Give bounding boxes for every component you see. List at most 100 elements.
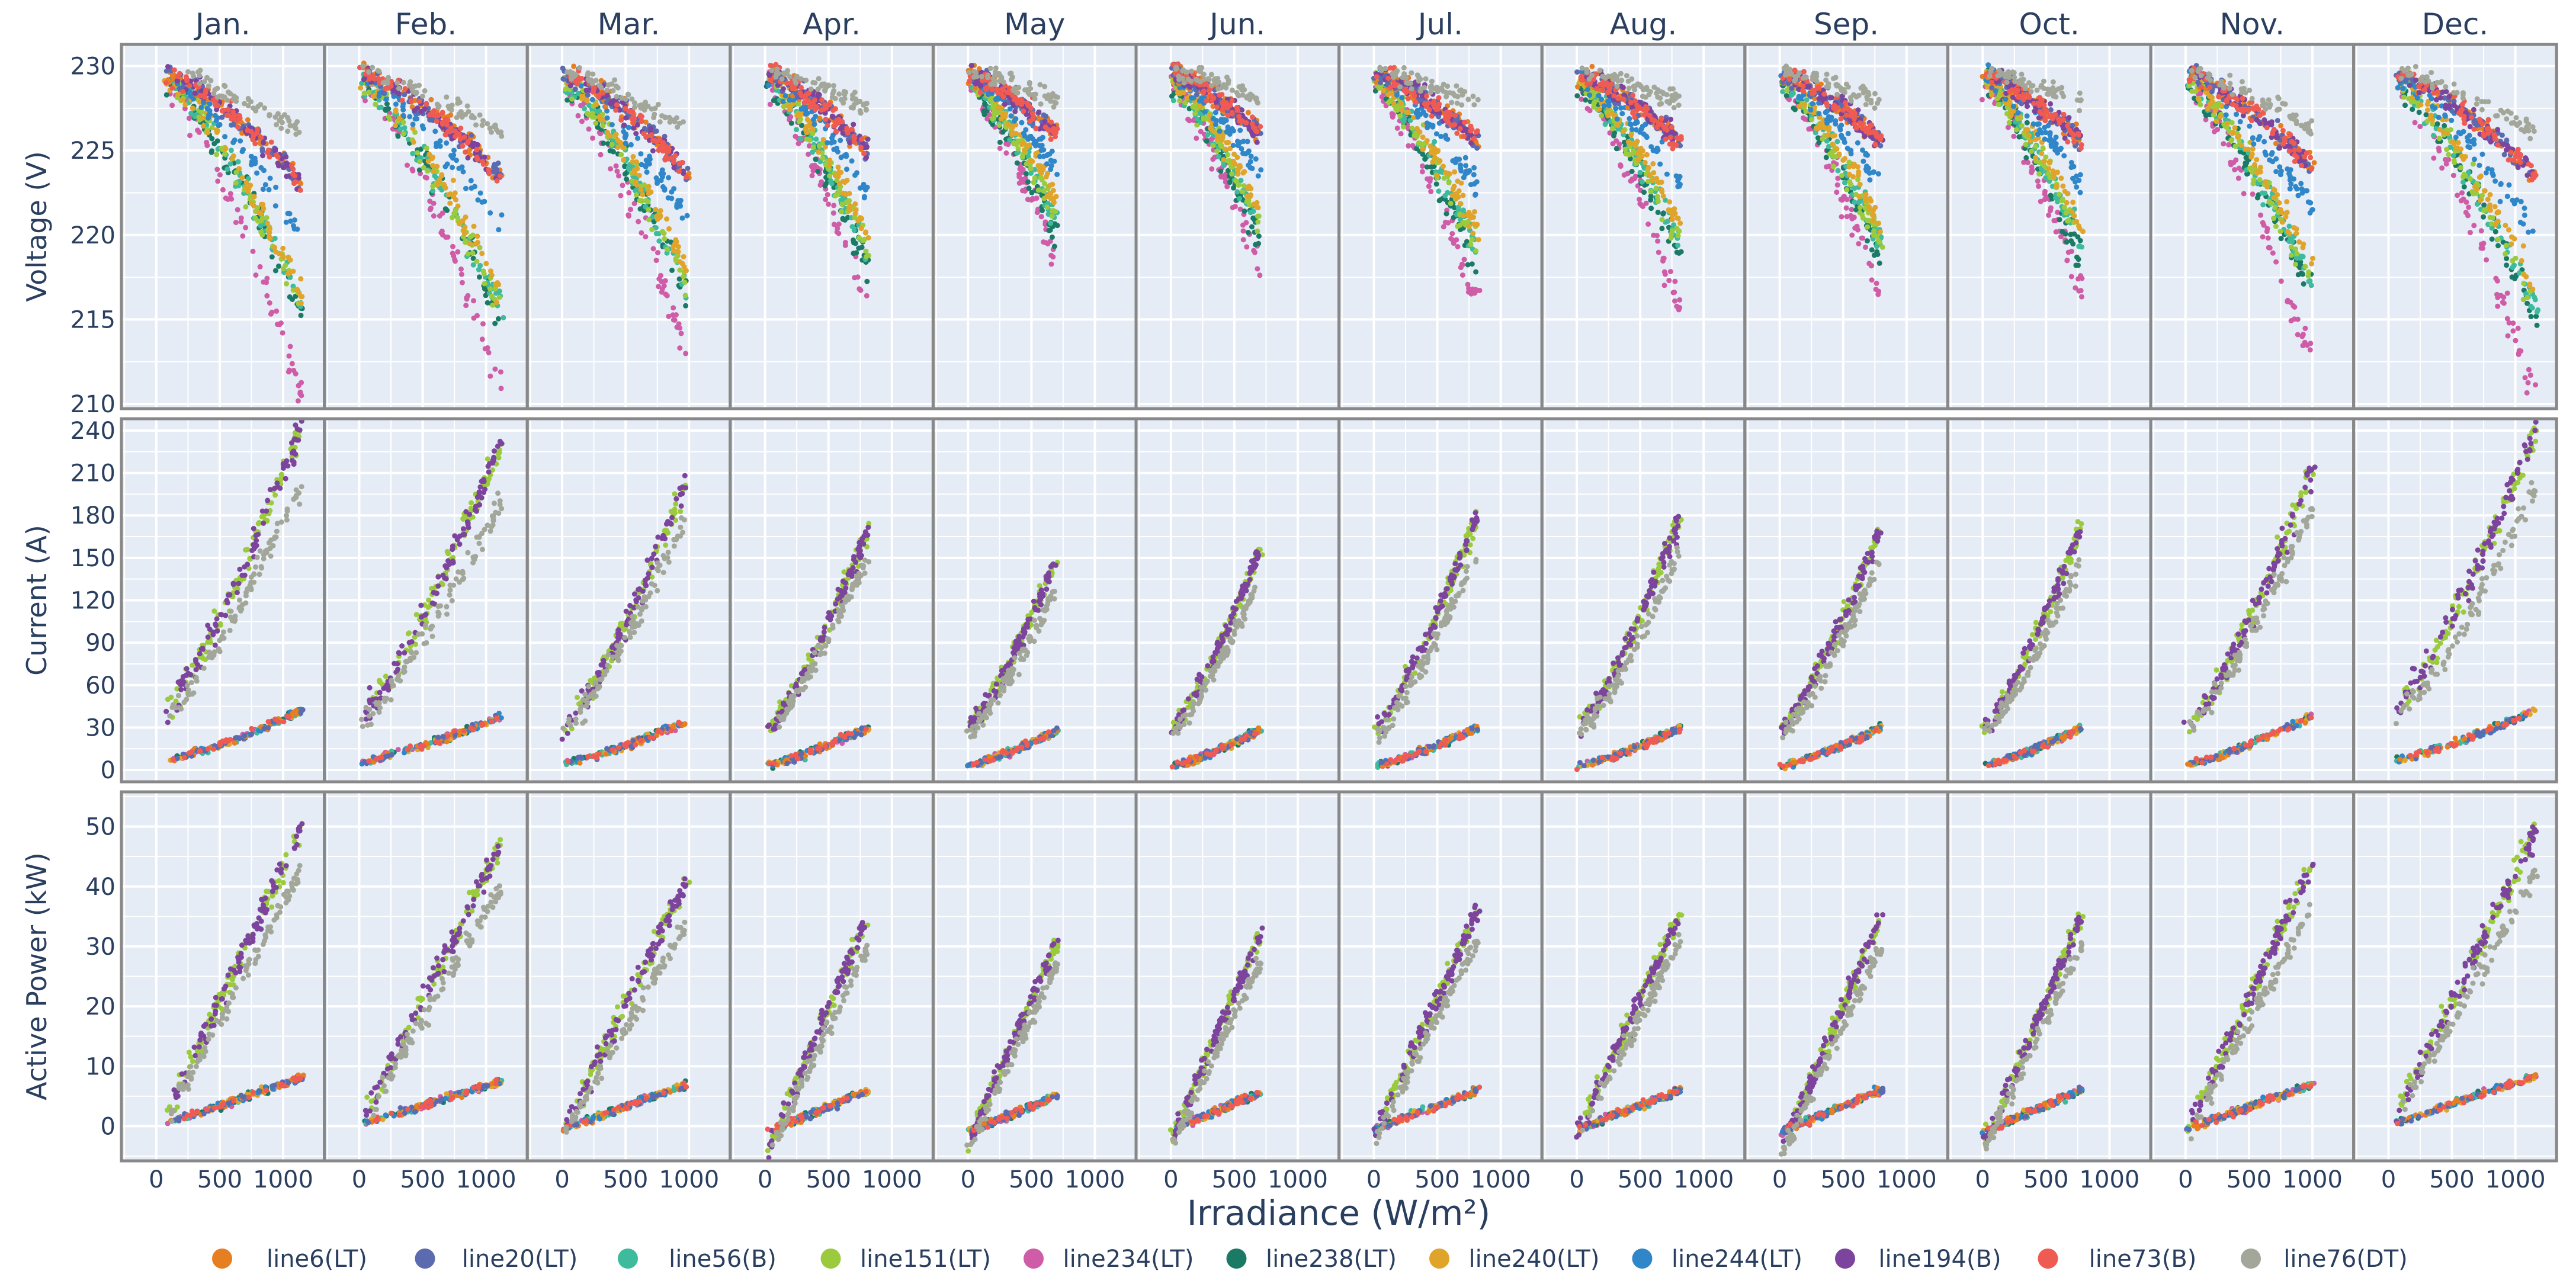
scatter-point [650, 148, 656, 153]
scatter-point [445, 162, 450, 167]
scatter-point [663, 155, 669, 160]
scatter-point [673, 501, 678, 506]
scatter-point [638, 151, 643, 156]
scatter-point [405, 1106, 410, 1112]
scatter-point [499, 386, 504, 391]
scatter-point [428, 627, 434, 632]
scatter-point [473, 508, 478, 513]
scatter-point [377, 710, 382, 715]
scatter-point [401, 113, 406, 118]
scatter-point [621, 123, 627, 128]
scatter-point [238, 951, 243, 956]
scatter-point [230, 110, 236, 115]
scatter-point [273, 249, 278, 255]
scatter-point [684, 174, 689, 179]
scatter-point [630, 116, 635, 121]
scatter-point [367, 713, 372, 718]
scatter-point [269, 140, 274, 145]
scatter-point [483, 261, 489, 267]
scatter-point [188, 1064, 194, 1069]
scatter-point [208, 1023, 214, 1029]
scatter-point [643, 100, 648, 105]
scatter-point [490, 458, 496, 463]
scatter-point [227, 592, 233, 598]
scatter-point [431, 169, 436, 174]
scatter-point [459, 1095, 464, 1100]
scatter-point [180, 97, 185, 102]
scatter-point [455, 204, 461, 209]
scatter-point [219, 115, 224, 120]
scatter-point [239, 219, 244, 224]
scatter-point [437, 213, 442, 219]
scatter-point [582, 692, 588, 697]
scatter-point [450, 956, 455, 961]
scatter-point [252, 961, 258, 966]
scatter-point [194, 667, 199, 672]
scatter-point [578, 755, 583, 760]
scatter-point [462, 532, 467, 537]
scatter-point [395, 1037, 400, 1042]
scatter-point [632, 169, 637, 175]
scatter-point [604, 108, 609, 114]
scatter-point [383, 685, 388, 690]
scatter-point [224, 598, 229, 603]
scatter-point [480, 547, 485, 552]
scatter-point [367, 1108, 373, 1113]
scatter-point [482, 271, 487, 277]
scatter-point [376, 69, 381, 74]
scatter-point [261, 903, 266, 908]
scatter-point [435, 113, 441, 118]
scatter-point [237, 567, 242, 572]
scatter-point [235, 124, 240, 130]
scatter-point [422, 107, 428, 112]
scatter-point [458, 126, 463, 131]
scatter-point [299, 301, 304, 306]
scatter-point [604, 88, 609, 93]
scatter-point [173, 1092, 178, 1097]
scatter-point [255, 127, 260, 133]
scatter-point [249, 726, 254, 731]
scatter-point [485, 1083, 490, 1089]
scatter-point [289, 881, 294, 886]
scatter-point [219, 612, 224, 618]
scatter-point [455, 249, 460, 255]
scatter-point [167, 713, 172, 718]
scatter-point [275, 903, 281, 909]
scatter-point [197, 749, 203, 754]
scatter-point [575, 695, 580, 700]
scatter-point [422, 1102, 428, 1108]
scatter-point [432, 973, 437, 978]
scatter-point [496, 227, 501, 232]
scatter-point [431, 213, 437, 219]
scatter-point [592, 692, 597, 698]
scatter-point [383, 1112, 389, 1118]
scatter-point [393, 101, 399, 107]
scatter-point [668, 521, 673, 527]
scatter-point [222, 134, 227, 139]
scatter-point [451, 949, 456, 954]
scatter-point [278, 126, 284, 131]
scatter-point [264, 276, 270, 281]
panel-background [1542, 44, 1745, 409]
scatter-point [389, 1076, 394, 1081]
scatter-point [412, 1109, 418, 1114]
scatter-point [370, 65, 375, 70]
scatter-point [207, 1012, 212, 1017]
scatter-point [481, 490, 486, 495]
scatter-point [627, 603, 633, 608]
scatter-point [451, 178, 456, 183]
scatter-point [401, 131, 406, 137]
scatter-point [465, 905, 470, 910]
scatter-point [420, 94, 425, 99]
scatter-point [456, 166, 461, 171]
scatter-point [471, 897, 476, 902]
scatter-point [253, 564, 258, 570]
scatter-point [460, 114, 465, 120]
scatter-point [636, 622, 641, 628]
scatter-point [229, 609, 234, 614]
scatter-point [417, 159, 422, 164]
scatter-point [210, 630, 216, 635]
scatter-point [268, 925, 273, 930]
scatter-point [477, 484, 483, 490]
scatter-point [637, 198, 642, 203]
